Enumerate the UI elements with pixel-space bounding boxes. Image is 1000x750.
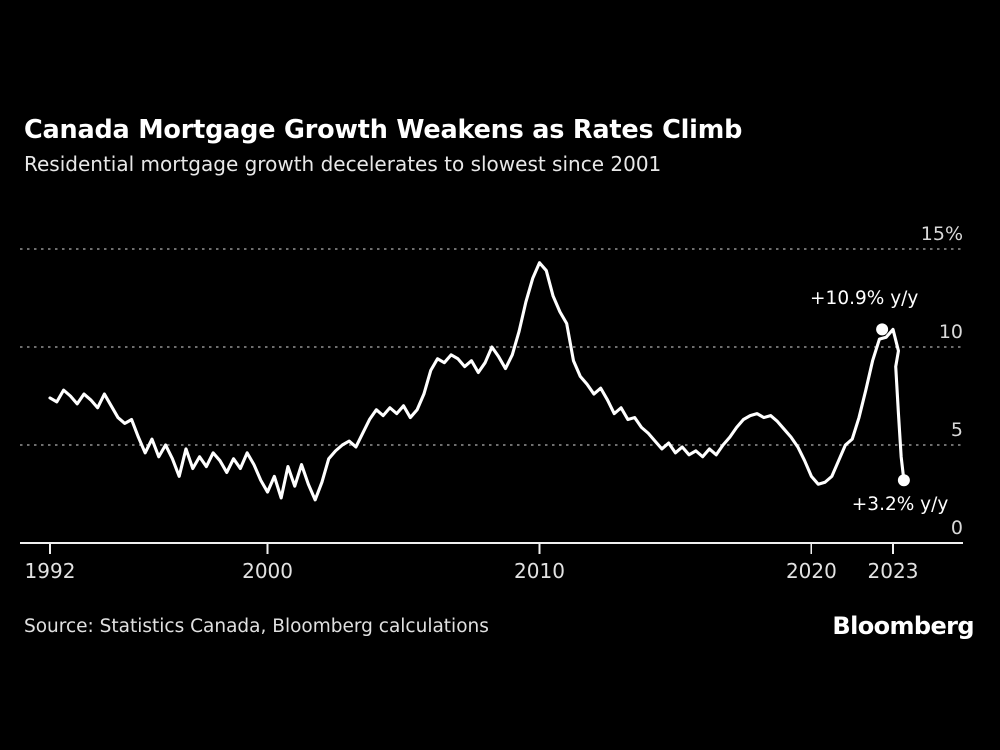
annotation-latest-value: +3.2% y/y — [851, 493, 949, 515]
x-axis-label-2020: 2020 — [785, 559, 837, 583]
annotation-peak-value: +10.9% y/y — [810, 287, 919, 309]
y-axis-label-0: 0 — [950, 517, 963, 539]
x-axis — [20, 542, 963, 554]
y-axis-label-5: 5 — [950, 419, 963, 441]
source-note: Source: Statistics Canada, Bloomberg cal… — [24, 616, 489, 637]
chart-card: Canada Mortgage Growth Weakens as Rates … — [0, 88, 1000, 660]
x-axis-label-1992: 1992 — [24, 559, 76, 583]
bloomberg-logo: Bloomberg — [832, 612, 974, 640]
letterbox-top — [0, 0, 1000, 88]
chart-subtitle: Residential mortgage growth decelerates … — [24, 152, 662, 176]
letterbox-bottom — [0, 660, 1000, 750]
x-axis-label-2000: 2000 — [242, 559, 293, 583]
data-line — [48, 261, 906, 502]
x-axis-label-2010: 2010 — [514, 559, 565, 583]
x-axis-label-2023: 2023 — [867, 559, 919, 583]
data-markers — [876, 323, 910, 487]
chart-title: Canada Mortgage Growth Weakens as Rates … — [24, 115, 743, 145]
chart-plot-area — [20, 248, 963, 554]
y-axis-label-15: 15% — [920, 223, 963, 245]
y-axis-label-10: 10 — [938, 321, 963, 343]
